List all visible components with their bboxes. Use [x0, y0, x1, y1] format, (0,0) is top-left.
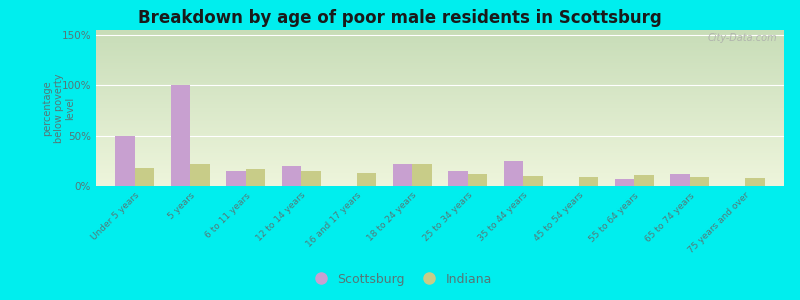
Bar	[468, 174, 487, 186]
Bar	[135, 168, 154, 186]
Text: City-Data.com: City-Data.com	[707, 33, 777, 43]
Bar	[190, 164, 210, 186]
Bar	[412, 164, 432, 186]
Bar	[578, 177, 598, 186]
Bar	[115, 136, 135, 186]
Bar	[634, 175, 654, 186]
Bar	[226, 171, 246, 186]
Y-axis label: percentage
below poverty
level: percentage below poverty level	[42, 73, 75, 143]
Bar	[282, 166, 302, 186]
Bar	[171, 85, 190, 186]
Text: Breakdown by age of poor male residents in Scottsburg: Breakdown by age of poor male residents …	[138, 9, 662, 27]
Bar	[393, 164, 412, 186]
Bar	[670, 174, 690, 186]
Bar	[246, 169, 266, 186]
Bar	[302, 171, 321, 186]
Bar	[745, 178, 765, 186]
Bar	[504, 161, 523, 186]
Bar	[357, 173, 376, 186]
Bar	[614, 179, 634, 186]
Bar	[523, 176, 542, 186]
Bar	[690, 177, 709, 186]
Bar	[448, 171, 468, 186]
Legend: Scottsburg, Indiana: Scottsburg, Indiana	[303, 268, 497, 291]
